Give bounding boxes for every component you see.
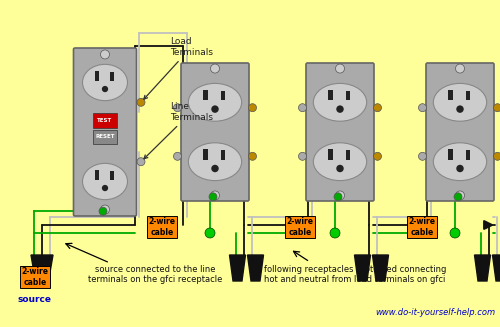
Circle shape [174, 152, 182, 160]
Circle shape [374, 152, 382, 160]
Circle shape [418, 152, 426, 160]
Circle shape [100, 205, 110, 214]
Bar [346, 150, 350, 160]
Bar [95, 169, 99, 180]
Circle shape [450, 228, 460, 238]
Bar [466, 91, 470, 100]
FancyBboxPatch shape [181, 63, 249, 201]
Ellipse shape [314, 83, 366, 121]
Ellipse shape [434, 83, 486, 121]
Circle shape [100, 50, 110, 59]
Bar [448, 149, 453, 160]
Circle shape [494, 152, 500, 160]
Polygon shape [492, 255, 500, 281]
FancyBboxPatch shape [306, 63, 374, 201]
Circle shape [248, 152, 256, 160]
Circle shape [456, 165, 464, 172]
Circle shape [298, 104, 306, 112]
Circle shape [336, 64, 344, 73]
Text: 2-wire
cable: 2-wire cable [408, 217, 436, 237]
Circle shape [298, 152, 306, 160]
Circle shape [456, 64, 464, 73]
Bar [204, 149, 208, 160]
Bar [95, 71, 99, 81]
Text: www.do-it-yourself-help.com: www.do-it-yourself-help.com [375, 308, 495, 317]
Circle shape [137, 98, 145, 106]
Circle shape [102, 185, 108, 191]
Circle shape [205, 228, 215, 238]
Circle shape [336, 105, 344, 113]
Text: Line
Terminals: Line Terminals [144, 102, 213, 159]
Text: TEST: TEST [98, 118, 112, 123]
Text: following receptacles protected connecting
hot and neutral from load terminals o: following receptacles protected connecti… [264, 265, 446, 284]
Bar [110, 171, 114, 180]
Circle shape [454, 193, 462, 201]
Text: RESET: RESET [95, 134, 115, 139]
Text: 2-wire
cable: 2-wire cable [22, 267, 48, 287]
Circle shape [209, 193, 217, 201]
Ellipse shape [188, 83, 242, 121]
Circle shape [418, 104, 426, 112]
Circle shape [494, 104, 500, 112]
Ellipse shape [434, 143, 486, 181]
Circle shape [137, 158, 145, 166]
Circle shape [99, 207, 107, 215]
Polygon shape [372, 255, 388, 281]
Circle shape [456, 191, 464, 200]
Bar [346, 91, 350, 100]
Circle shape [102, 86, 108, 92]
Text: source connected to the line
terminals on the gfci receptacle: source connected to the line terminals o… [88, 265, 222, 284]
Bar [328, 90, 333, 100]
Circle shape [212, 105, 218, 113]
Bar [448, 90, 453, 100]
Circle shape [336, 165, 344, 172]
Ellipse shape [314, 143, 366, 181]
Circle shape [210, 191, 220, 200]
Polygon shape [354, 255, 370, 281]
Circle shape [210, 64, 220, 73]
FancyBboxPatch shape [74, 48, 136, 216]
Circle shape [174, 104, 182, 112]
FancyBboxPatch shape [426, 63, 494, 201]
Circle shape [336, 191, 344, 200]
Text: source: source [18, 295, 52, 303]
Circle shape [248, 104, 256, 112]
Polygon shape [248, 255, 264, 281]
Polygon shape [230, 255, 246, 281]
Bar [466, 150, 470, 160]
Text: 2-wire
cable: 2-wire cable [286, 217, 314, 237]
Text: Load
Terminals: Load Terminals [144, 37, 213, 99]
Circle shape [330, 228, 340, 238]
Circle shape [334, 193, 342, 201]
Bar [204, 90, 208, 100]
Bar [328, 149, 333, 160]
Ellipse shape [82, 64, 128, 101]
Bar [93, 113, 117, 128]
Circle shape [374, 104, 382, 112]
Ellipse shape [188, 143, 242, 181]
Bar [93, 129, 117, 145]
Bar [222, 91, 226, 100]
Ellipse shape [82, 164, 128, 200]
Text: 2-wire
cable: 2-wire cable [148, 217, 176, 237]
Circle shape [456, 105, 464, 113]
Bar [222, 150, 226, 160]
Circle shape [212, 165, 218, 172]
Bar [110, 72, 114, 81]
Polygon shape [31, 255, 53, 283]
Polygon shape [474, 255, 490, 281]
